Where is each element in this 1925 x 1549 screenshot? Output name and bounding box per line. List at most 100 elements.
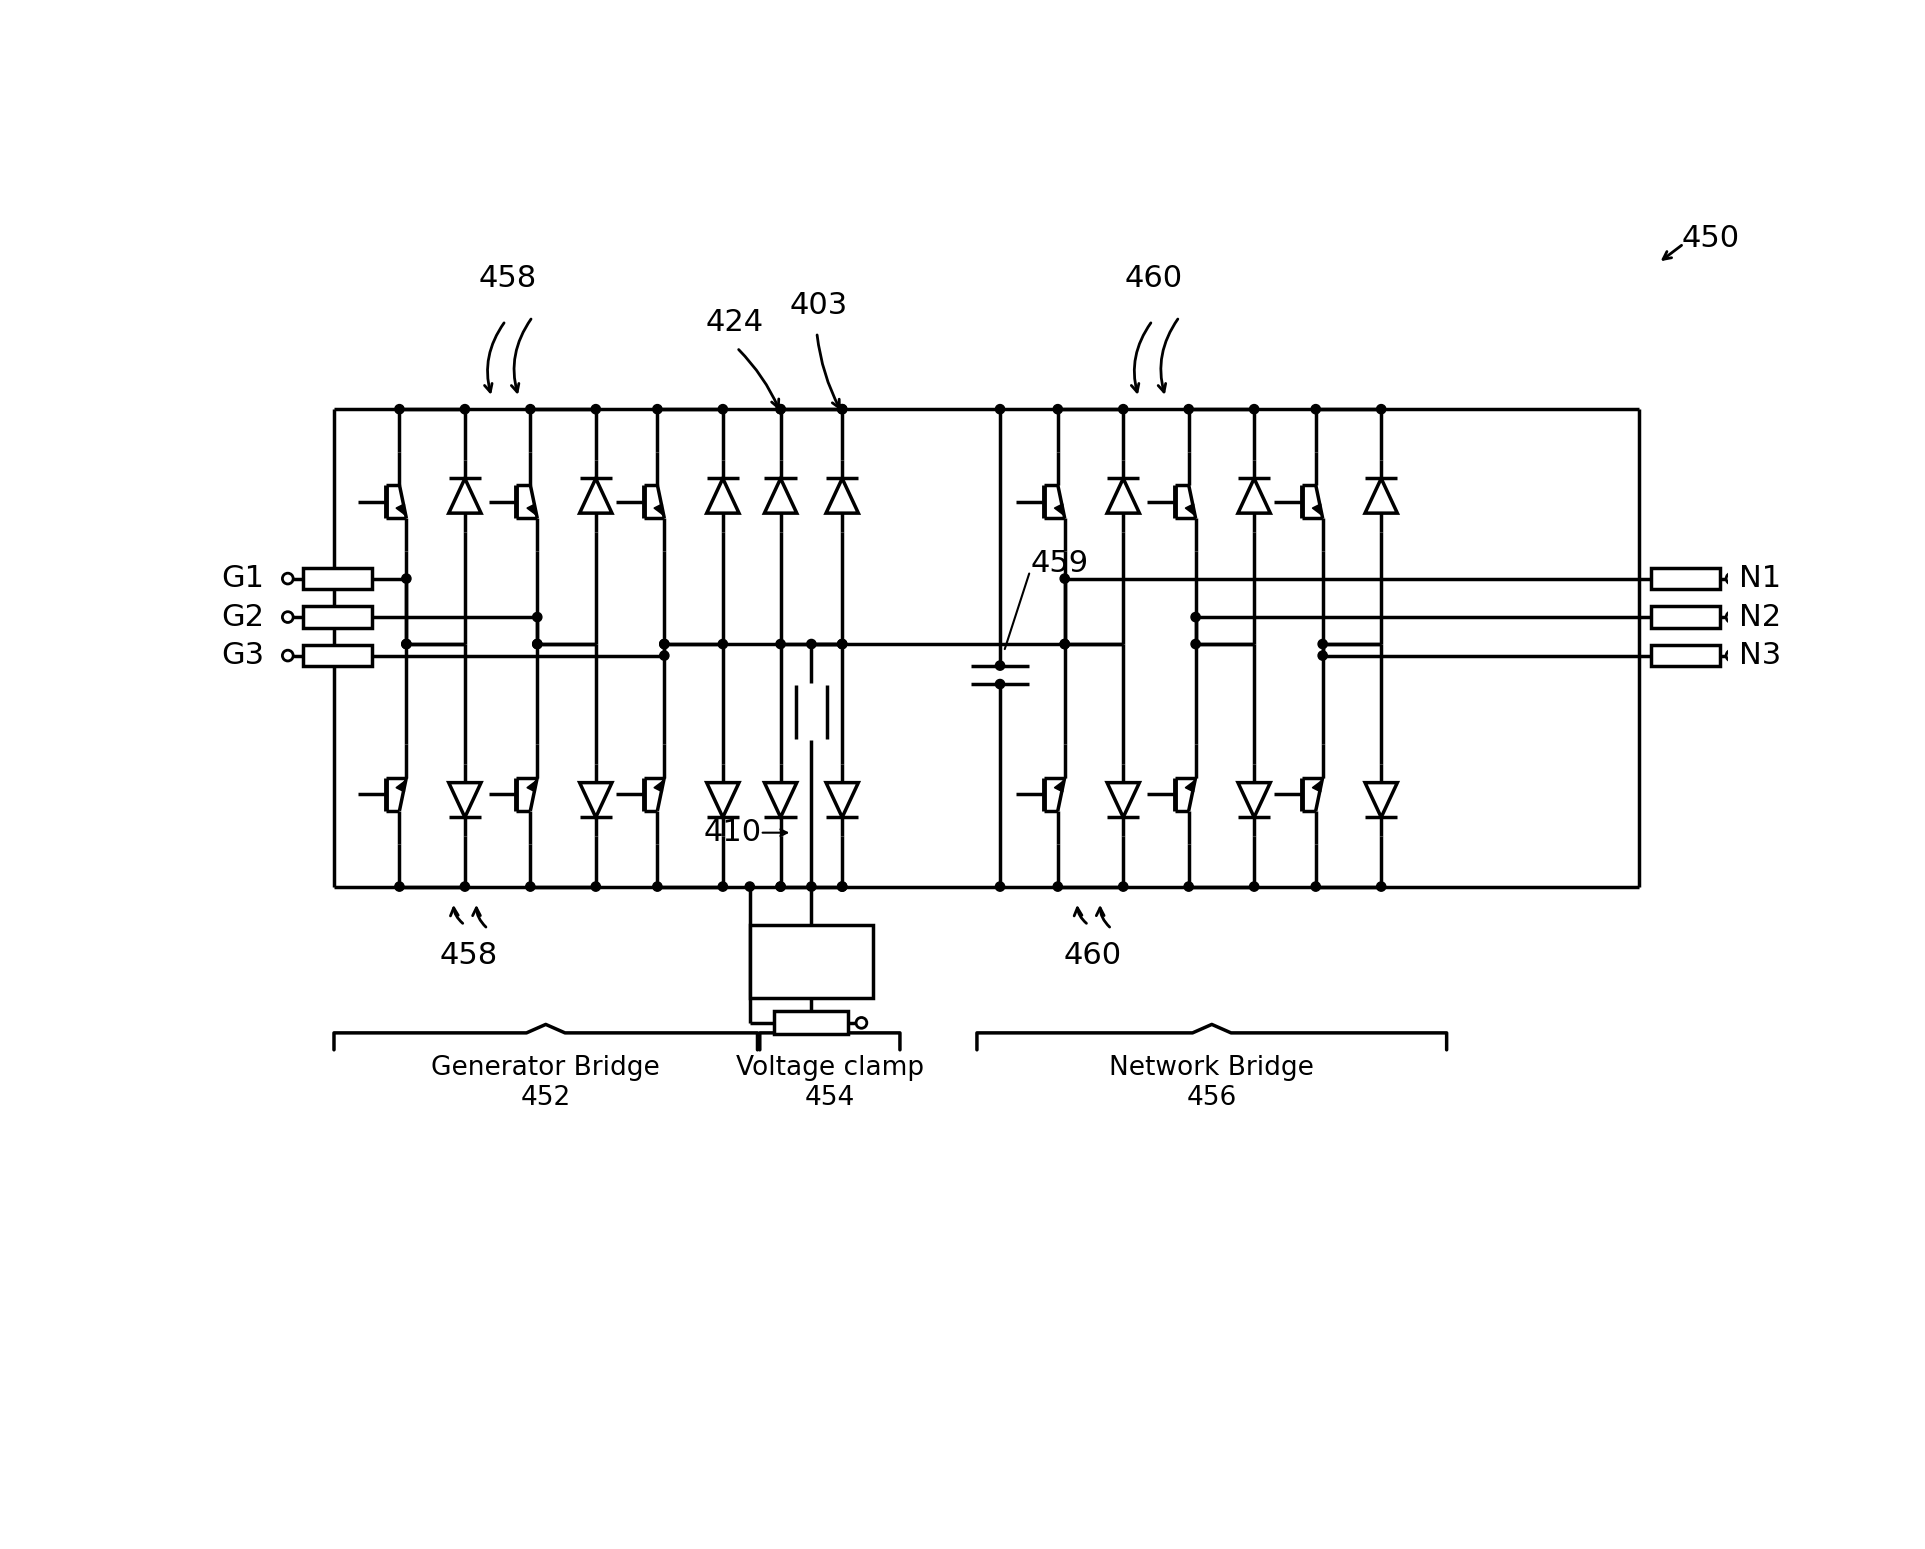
Circle shape <box>1249 881 1259 891</box>
Text: Generator Bridge: Generator Bridge <box>431 1055 660 1081</box>
Circle shape <box>591 881 601 891</box>
Bar <box>1652 644 1721 666</box>
Circle shape <box>533 640 543 649</box>
Polygon shape <box>706 479 739 513</box>
Circle shape <box>837 640 847 649</box>
Circle shape <box>395 404 404 414</box>
Circle shape <box>807 881 816 891</box>
Text: G1: G1 <box>221 564 266 593</box>
Bar <box>304 568 373 589</box>
Circle shape <box>283 573 293 584</box>
Text: N1: N1 <box>1740 564 1781 593</box>
Circle shape <box>1727 573 1736 584</box>
Text: Network Bridge: Network Bridge <box>1109 1055 1315 1081</box>
Polygon shape <box>706 782 739 818</box>
Circle shape <box>995 881 1005 891</box>
Circle shape <box>1192 612 1201 621</box>
Circle shape <box>653 881 662 891</box>
Circle shape <box>402 640 412 649</box>
Bar <box>304 606 373 627</box>
Circle shape <box>745 881 755 891</box>
Text: 452: 452 <box>520 1086 572 1111</box>
Text: 460: 460 <box>1063 942 1122 970</box>
Polygon shape <box>764 479 797 513</box>
Circle shape <box>591 404 601 414</box>
Circle shape <box>776 640 785 649</box>
Circle shape <box>526 881 535 891</box>
Text: 403: 403 <box>789 291 849 319</box>
Circle shape <box>837 404 847 414</box>
Circle shape <box>1053 881 1063 891</box>
Circle shape <box>837 404 847 414</box>
Circle shape <box>460 404 470 414</box>
Circle shape <box>402 640 412 649</box>
Circle shape <box>1727 651 1736 661</box>
Circle shape <box>1727 612 1736 623</box>
Circle shape <box>660 640 670 649</box>
Circle shape <box>837 881 847 891</box>
Circle shape <box>995 680 1005 689</box>
Circle shape <box>1376 404 1386 414</box>
Circle shape <box>283 612 293 623</box>
Circle shape <box>1061 640 1068 649</box>
Circle shape <box>1376 881 1386 891</box>
Text: 460: 460 <box>1124 263 1184 293</box>
Text: Voltage clamp: Voltage clamp <box>735 1055 924 1081</box>
Circle shape <box>1061 640 1068 649</box>
Polygon shape <box>1238 782 1271 818</box>
Circle shape <box>1311 404 1321 414</box>
Text: 458: 458 <box>439 942 499 970</box>
Bar <box>1652 568 1721 589</box>
Circle shape <box>718 881 728 891</box>
Bar <box>774 1011 849 1035</box>
Circle shape <box>1311 881 1321 891</box>
Polygon shape <box>826 782 859 818</box>
Text: 410: 410 <box>703 818 760 847</box>
Circle shape <box>1192 640 1201 649</box>
Circle shape <box>1118 881 1128 891</box>
Circle shape <box>1319 640 1328 649</box>
Polygon shape <box>1107 479 1140 513</box>
Text: G3: G3 <box>221 641 266 671</box>
Polygon shape <box>826 479 859 513</box>
Circle shape <box>1061 575 1068 584</box>
Circle shape <box>395 881 404 891</box>
Circle shape <box>1118 404 1128 414</box>
Circle shape <box>526 404 535 414</box>
Circle shape <box>653 404 662 414</box>
Circle shape <box>718 404 728 414</box>
Text: 456: 456 <box>1186 1086 1238 1111</box>
Polygon shape <box>1238 479 1271 513</box>
Text: 450: 450 <box>1682 223 1740 252</box>
Text: VCR: VCR <box>785 932 837 956</box>
Polygon shape <box>1107 782 1140 818</box>
Circle shape <box>660 651 670 660</box>
Circle shape <box>776 881 785 891</box>
Circle shape <box>807 640 816 649</box>
Polygon shape <box>764 782 797 818</box>
Circle shape <box>533 640 543 649</box>
Bar <box>1652 606 1721 627</box>
Circle shape <box>283 651 293 661</box>
Circle shape <box>995 404 1005 414</box>
Circle shape <box>776 404 785 414</box>
Circle shape <box>533 612 543 621</box>
Polygon shape <box>579 782 612 818</box>
Circle shape <box>837 881 847 891</box>
Circle shape <box>1319 651 1328 660</box>
Text: (internal): (internal) <box>760 957 862 977</box>
Circle shape <box>1053 404 1063 414</box>
Text: 458: 458 <box>477 263 537 293</box>
Circle shape <box>660 640 670 649</box>
Text: 454: 454 <box>805 1086 855 1111</box>
Circle shape <box>1184 404 1194 414</box>
Text: 459: 459 <box>1032 548 1090 578</box>
Polygon shape <box>1365 782 1398 818</box>
Text: 424: 424 <box>705 308 764 338</box>
Circle shape <box>995 661 1005 671</box>
Bar <box>751 925 874 998</box>
Circle shape <box>1184 881 1194 891</box>
Polygon shape <box>1365 479 1398 513</box>
Circle shape <box>402 575 412 584</box>
Polygon shape <box>579 479 612 513</box>
